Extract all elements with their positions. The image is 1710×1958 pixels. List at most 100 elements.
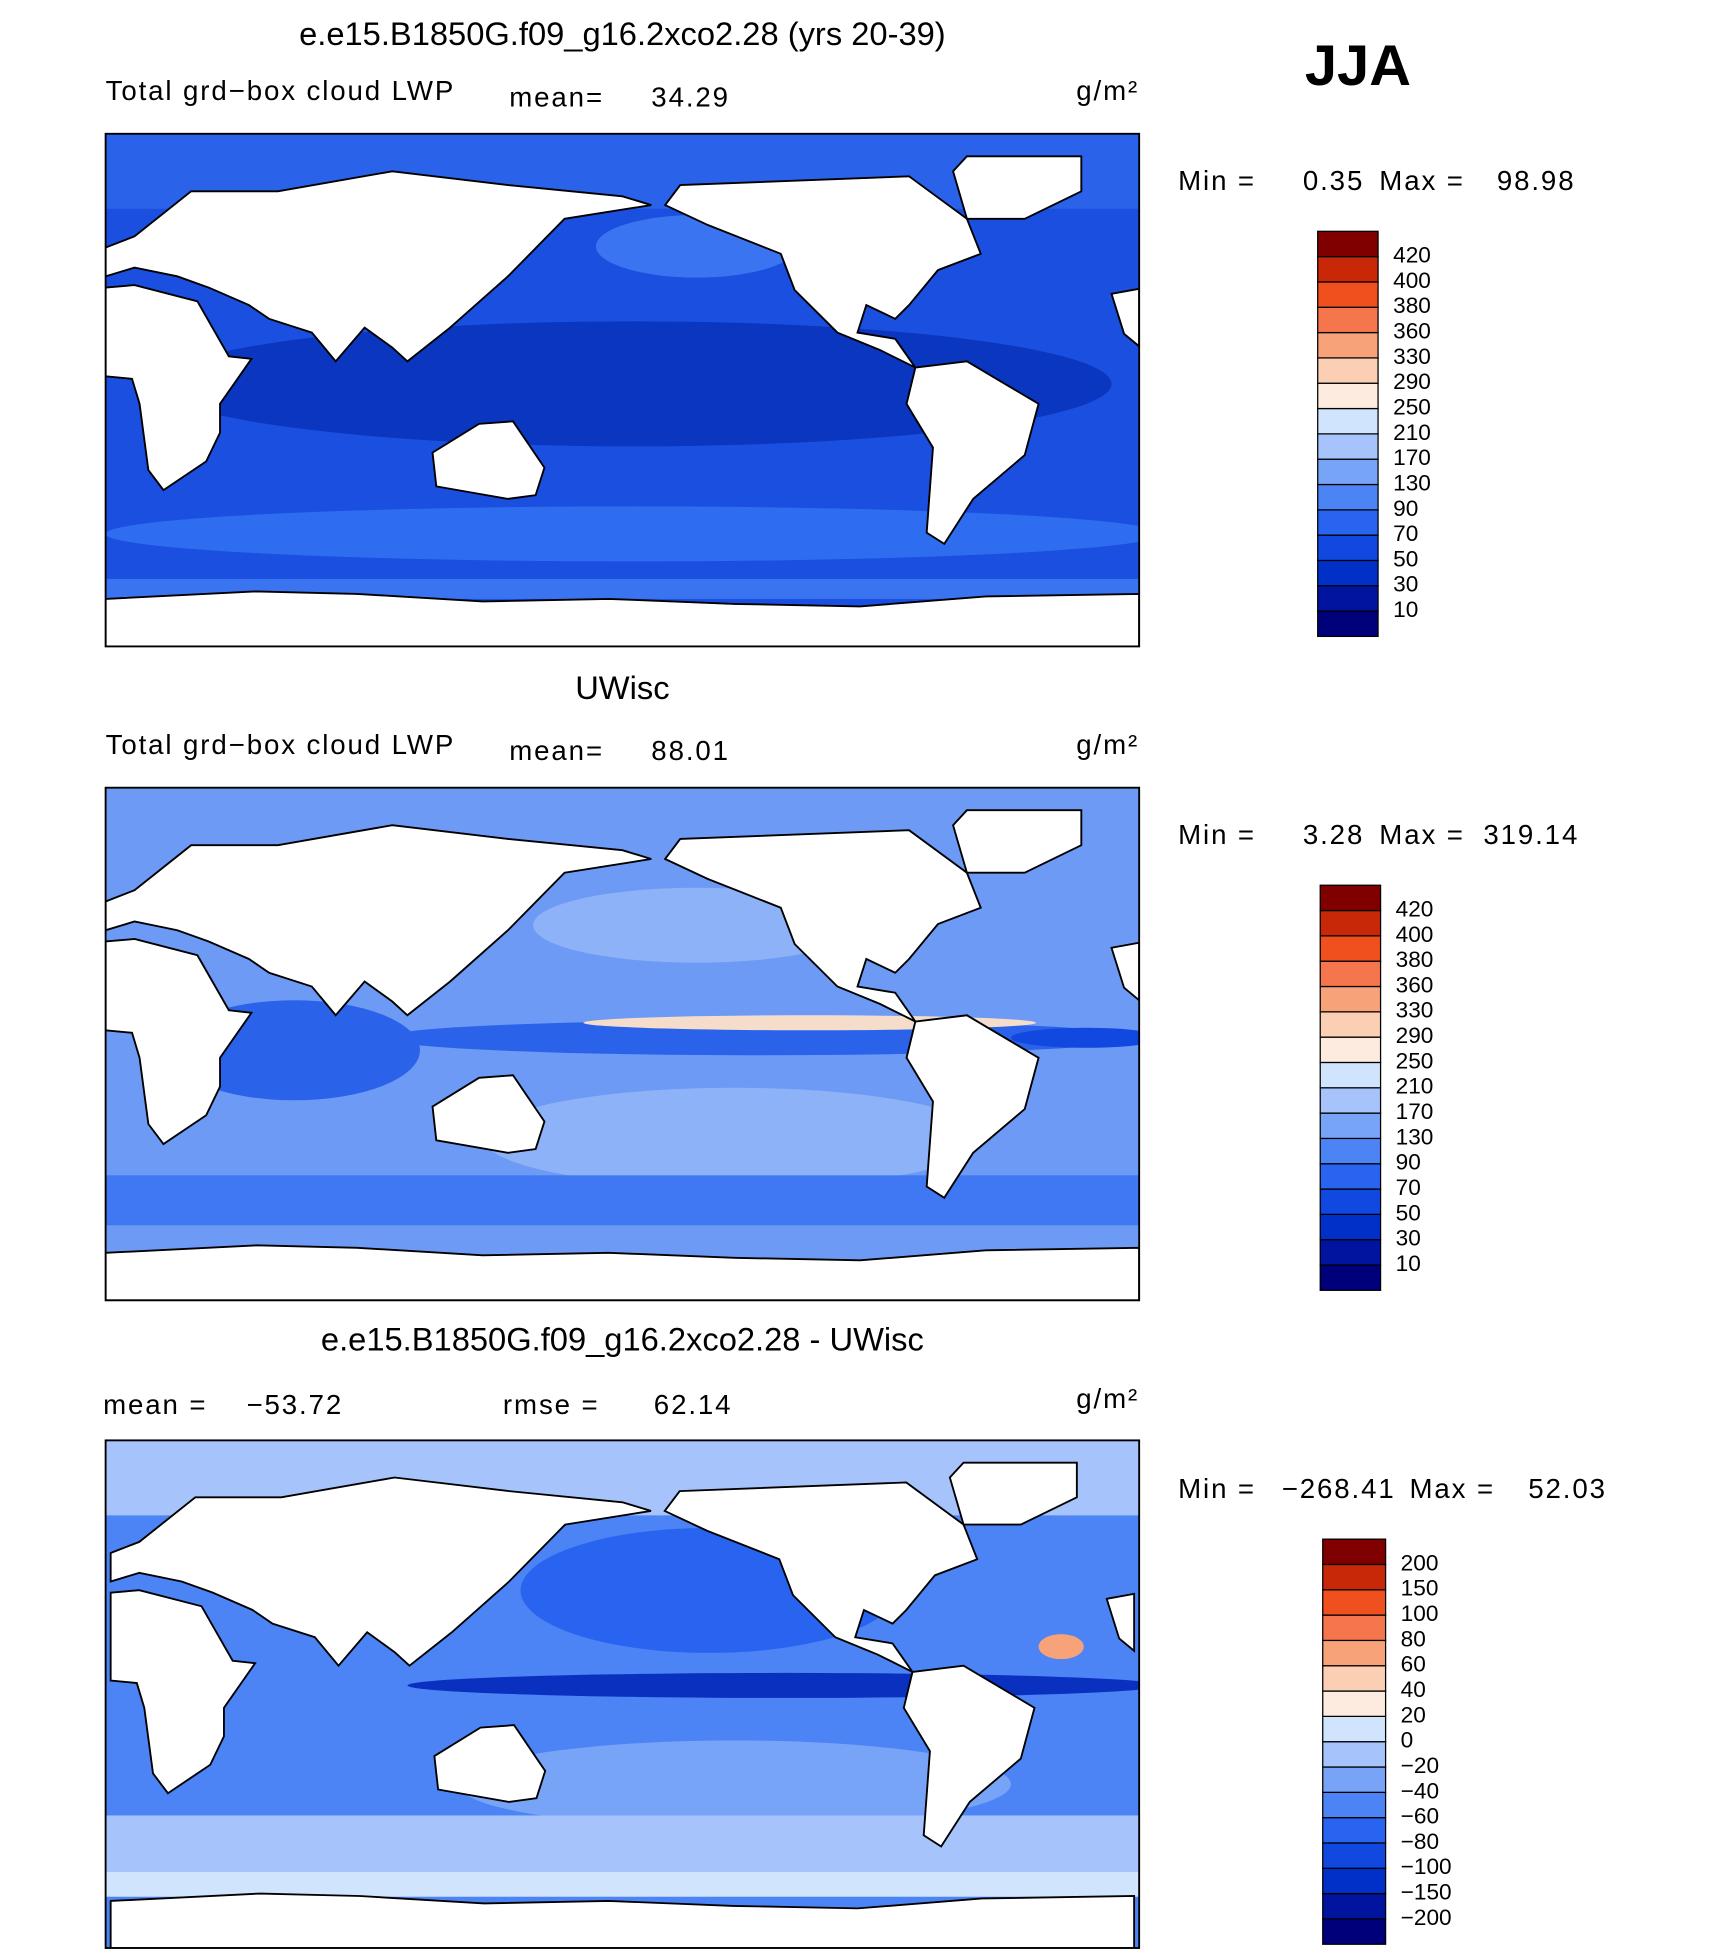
colorbar-box	[1319, 1137, 1382, 1165]
colorbar-box	[1322, 1741, 1387, 1768]
units: g/m²	[1076, 1383, 1139, 1414]
colorbar-label: 30	[1393, 572, 1418, 597]
colorbar-label: 10	[1393, 597, 1418, 622]
mean-value: −53.72	[246, 1389, 343, 1420]
colorbar-box	[1319, 1112, 1382, 1140]
colorbar-label: 200	[1401, 1550, 1439, 1575]
variable: Total grd−box cloud LWP	[106, 75, 456, 106]
colorbar-box	[1322, 1892, 1387, 1920]
mean-label: mean=	[509, 81, 604, 112]
colorbars: 1030507090130170210250290330360380400420…	[1317, 230, 1452, 1945]
colorbar-label: 80	[1401, 1626, 1426, 1651]
colorbar-label: −40	[1401, 1778, 1439, 1803]
colorbar-box	[1319, 884, 1382, 912]
colorbar-label: −100	[1401, 1854, 1452, 1879]
colorbar-box	[1317, 382, 1379, 410]
colorbar-label: −200	[1401, 1905, 1452, 1930]
colorbar-box	[1319, 1087, 1382, 1114]
colorbar-box	[1317, 534, 1379, 562]
colorbar-label: 170	[1396, 1099, 1434, 1124]
min-value: −268.41	[1282, 1473, 1396, 1504]
colorbar-box	[1319, 960, 1382, 988]
season: JJA	[1305, 34, 1411, 98]
colorbar-box	[1317, 483, 1379, 511]
colorbar-box	[1317, 230, 1379, 258]
colorbar-label: 210	[1393, 420, 1431, 445]
colorbar-label: 30	[1396, 1226, 1421, 1251]
colorbar-box	[1317, 306, 1379, 334]
colorbar-box	[1317, 407, 1379, 435]
colorbar-label: −80	[1401, 1829, 1439, 1854]
colorbar-label: 130	[1396, 1124, 1434, 1149]
colorbar-label: 170	[1393, 445, 1431, 470]
colorbar-label: 400	[1393, 268, 1431, 293]
colorbar-box	[1317, 585, 1379, 612]
colorbar-box	[1319, 1061, 1382, 1089]
colorbar-label: 40	[1401, 1677, 1426, 1702]
colorbar-box	[1319, 909, 1382, 937]
colorbar-box	[1322, 1614, 1387, 1642]
colorbar-box	[1317, 433, 1379, 460]
colorbar-label: −60	[1401, 1804, 1439, 1829]
colorbar-box	[1322, 1589, 1387, 1616]
colorbar-label: 50	[1393, 546, 1418, 571]
colorbar-label: 250	[1396, 1048, 1434, 1073]
units: g/m²	[1076, 729, 1139, 760]
min-value: 0.35	[1303, 165, 1364, 196]
colorbar-label: 360	[1396, 972, 1434, 997]
max-label: Max =	[1409, 1473, 1495, 1504]
panel-title: UWisc	[575, 669, 669, 706]
colorbar-box	[1322, 1817, 1387, 1844]
colorbar-label: 50	[1396, 1200, 1421, 1225]
colorbar-label: 0	[1401, 1728, 1414, 1753]
colorbar-label: 10	[1396, 1251, 1421, 1276]
colorbar-label: 70	[1396, 1175, 1421, 1200]
colorbar-label: 20	[1401, 1702, 1426, 1727]
colorbar-label: 360	[1393, 319, 1431, 344]
colorbar-label: 290	[1396, 1023, 1434, 1048]
mean-value: 34.29	[651, 81, 730, 112]
units: g/m²	[1076, 75, 1139, 106]
panel-title: e.e15.B1850G.f09_g16.2xco2.28 - UWisc	[321, 1320, 924, 1357]
colorbar-box	[1317, 357, 1379, 384]
colorbar-box	[1317, 559, 1379, 587]
colorbar-box	[1322, 1715, 1387, 1743]
colorbar-box	[1322, 1867, 1387, 1895]
colorbar-box	[1319, 1163, 1382, 1190]
variable: Total grd−box cloud LWP	[106, 729, 456, 760]
mean-value: 88.01	[651, 735, 730, 766]
colorbar-label: −20	[1401, 1753, 1439, 1778]
colorbar-label: 150	[1401, 1576, 1439, 1601]
mean-label: mean=	[509, 735, 604, 766]
colorbar-label: 330	[1393, 344, 1431, 369]
colorbar-label: 60	[1401, 1652, 1426, 1677]
colorbar-box	[1322, 1563, 1387, 1591]
colorbar-box	[1317, 610, 1379, 638]
colorbar-label: 90	[1393, 496, 1418, 521]
colorbar-box	[1317, 509, 1379, 536]
colorbar-box	[1317, 331, 1379, 359]
colorbar-box	[1322, 1639, 1387, 1667]
colorbar-box	[1322, 1690, 1387, 1718]
min-label: Min =	[1178, 819, 1256, 850]
colorbar-label: 400	[1396, 922, 1434, 947]
colorbar-label: 100	[1401, 1601, 1439, 1626]
colorbar-label: 70	[1393, 521, 1418, 546]
colorbar-box	[1319, 985, 1382, 1013]
colorbar-box	[1319, 935, 1382, 962]
colorbar-label: 380	[1396, 947, 1434, 972]
colorbar-box	[1317, 281, 1379, 308]
colorbar-label: 90	[1396, 1150, 1421, 1175]
colorbar-label: 330	[1396, 998, 1434, 1023]
map	[106, 132, 1141, 647]
colorbar-box	[1317, 458, 1379, 486]
colorbar-box	[1319, 1036, 1382, 1064]
colorbar-label: 290	[1393, 369, 1431, 394]
colorbar-box	[1322, 1791, 1387, 1819]
rmse-value: 62.14	[654, 1389, 733, 1420]
min-label: Min =	[1178, 165, 1256, 196]
panel-title: e.e15.B1850G.f09_g16.2xco2.28 (yrs 20-39…	[299, 15, 946, 52]
colorbar-box	[1319, 1239, 1382, 1266]
